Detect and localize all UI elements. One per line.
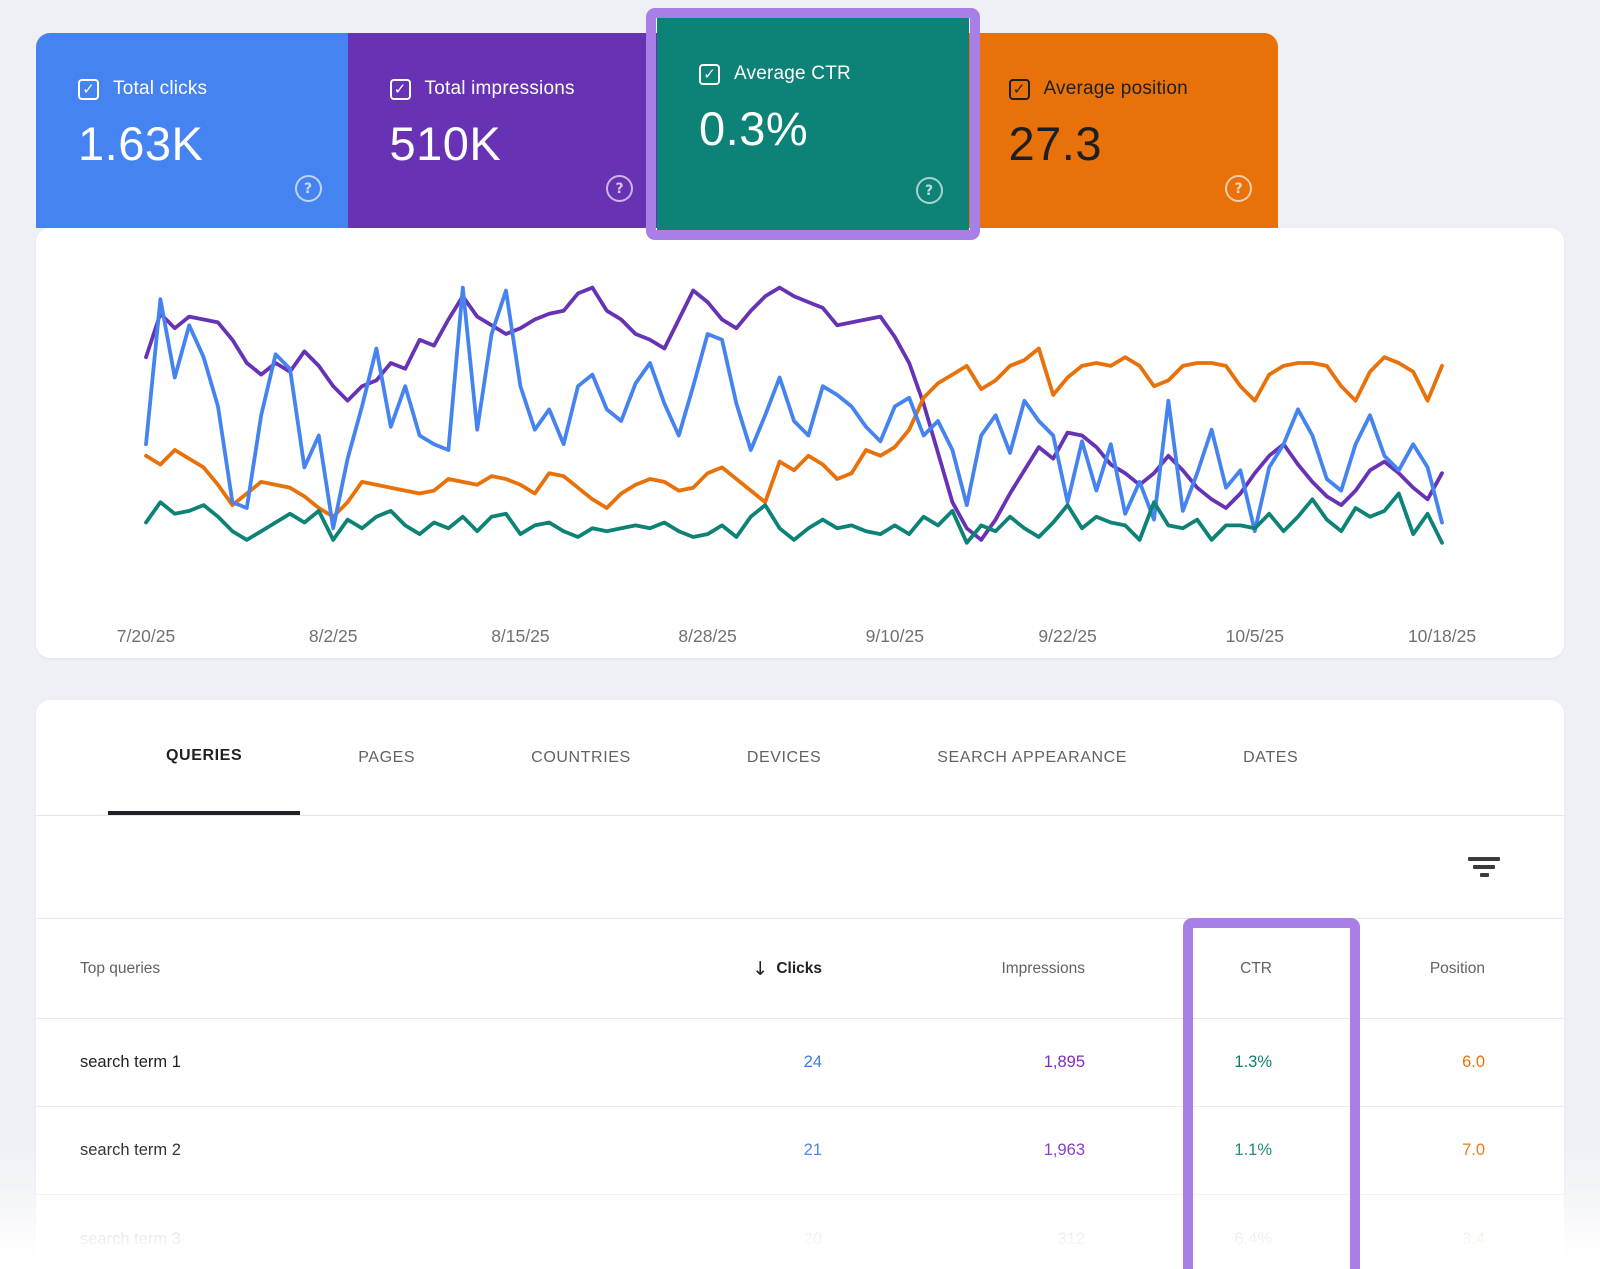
check-mark-icon: ✓ (703, 64, 716, 83)
metric-card-header: ✓ Total clicks (78, 78, 348, 100)
sort-desc-arrow-icon: ↓ (752, 957, 769, 980)
table-toolbar (36, 816, 1564, 918)
checkbox-checked-icon[interactable]: ✓ (699, 63, 720, 85)
help-icon[interactable]: ? (606, 175, 633, 202)
metric-card-header: ✓ Average CTR (699, 63, 969, 85)
check-mark-icon: ✓ (393, 79, 407, 98)
column-header-impressions[interactable]: Impressions (1001, 959, 1085, 977)
clicks-cell: 20 (803, 1229, 822, 1248)
column-header-ctr[interactable]: CTR (1240, 959, 1272, 977)
metric-cards-row: ✓ Total clicks 1.63K ? ✓ Total impressio… (36, 18, 1279, 230)
impressions-cell: 312 (1057, 1229, 1085, 1248)
column-header-clicks[interactable]: ↓ Clicks (632, 958, 822, 980)
metric-card-header: ✓ Average position (1008, 78, 1279, 100)
tab-countries[interactable]: COUNTRIES (531, 748, 631, 766)
query-cell: search term 1 (80, 1053, 181, 1071)
check-mark-icon: ✓ (82, 79, 95, 98)
checkbox-checked-icon[interactable]: ✓ (78, 78, 99, 100)
help-icon[interactable]: ? (1225, 175, 1252, 202)
x-axis-tick-label: 9/10/25 (865, 626, 924, 646)
position-cell: 3.4 (1462, 1229, 1485, 1248)
report-table-panel: QUERIES PAGES COUNTRIES DEVICES SEARCH A… (36, 700, 1564, 1269)
filter-bar (1468, 857, 1500, 861)
metric-card-header: ✓ Total impressions (389, 78, 660, 100)
x-axis-tick-label: 10/18/25 (1407, 626, 1477, 646)
checkbox-checked-icon[interactable]: ✓ (1008, 78, 1030, 100)
x-axis-tick-label: 7/20/25 (116, 626, 176, 646)
table-row[interactable]: search term 3 20 312 6.4% 3.4 (36, 1195, 1564, 1269)
query-cell: search term 2 (80, 1141, 181, 1159)
report-tabs: QUERIES PAGES COUNTRIES DEVICES SEARCH A… (36, 700, 1564, 816)
checkbox-checked-icon[interactable]: ✓ (389, 78, 411, 100)
chart-line-total-impressions (144, 285, 1444, 542)
metric-card-label: Total impressions (424, 78, 575, 99)
tab-devices[interactable]: DEVICES (746, 748, 822, 766)
chart-panel: 7/20/25 8/2/25 8/15/25 8/28/25 9/10/25 9/22/2… (36, 228, 1564, 658)
column-header-position[interactable]: Position (1429, 959, 1485, 977)
metric-card-value: 510K (389, 117, 502, 170)
table-row[interactable]: search term 2 21 1,963 1.1% 7.0 (36, 1107, 1564, 1195)
metric-card-label: Average position (1043, 78, 1188, 99)
x-axis-tick-label: 8/15/25 (491, 626, 550, 646)
tab-pages[interactable]: PAGES (358, 748, 416, 766)
ctr-cell: 1.3% (1234, 1053, 1272, 1071)
x-axis-tick-label: 9/22/25 (1038, 626, 1097, 646)
queries-table: Top queries ↓ Clicks Impressions CTR Pos… (36, 918, 1564, 1269)
chart-canvas (144, 285, 1444, 545)
chart-line-total-clicks (144, 285, 1444, 534)
position-cell: 6.0 (1462, 1053, 1485, 1071)
column-header-clicks-label: Clicks (776, 959, 822, 977)
metric-card-average-ctr[interactable]: ✓ Average CTR 0.3% ? (657, 18, 969, 230)
filter-bar (1473, 865, 1495, 869)
column-header-top-queries[interactable]: Top queries (80, 959, 161, 977)
metric-card-value: 0.3% (699, 102, 809, 155)
chart-line-average-position (144, 346, 1444, 519)
x-axis-tick-label: 8/28/25 (678, 626, 737, 646)
metric-card-average-position[interactable]: ✓ Average position 27.3 ? (966, 33, 1279, 228)
position-cell: 7.0 (1462, 1141, 1485, 1159)
filter-bar (1479, 873, 1489, 877)
chart-x-axis: 7/20/25 8/2/25 8/15/25 8/28/25 9/10/25 9/22/2… (117, 626, 1476, 652)
metric-card-total-impressions[interactable]: ✓ Total impressions 510K ? (347, 33, 660, 228)
help-icon[interactable]: ? (915, 177, 943, 204)
metric-card-value: 27.3 (1008, 117, 1102, 170)
filter-icon[interactable] (1466, 850, 1502, 884)
metric-card-value: 1.63K (78, 117, 204, 170)
x-axis-tick-label: 8/2/25 (308, 626, 358, 646)
tab-queries[interactable]: QUERIES (108, 700, 301, 815)
ctr-cell: 6.4% (1234, 1229, 1272, 1248)
query-cell: search term 3 (80, 1229, 181, 1248)
clicks-cell: 24 (803, 1053, 822, 1071)
table-header-row: Top queries ↓ Clicks Impressions CTR Pos… (36, 918, 1564, 1019)
clicks-cell: 21 (803, 1141, 822, 1159)
tab-dates[interactable]: DATES (1243, 748, 1299, 766)
impressions-cell: 1,895 (1043, 1053, 1085, 1071)
ctr-cell: 1.1% (1234, 1141, 1272, 1159)
x-axis-tick-label: 10/5/25 (1225, 626, 1284, 646)
table-row[interactable]: search term 1 24 1,895 1.3% 6.0 (36, 1019, 1564, 1107)
impressions-cell: 1,963 (1043, 1141, 1085, 1159)
performance-line-chart[interactable] (140, 268, 1448, 578)
chart-line-average-ctr (144, 491, 1444, 545)
check-mark-icon: ✓ (1012, 79, 1026, 98)
tab-search-appearance[interactable]: SEARCH APPEARANCE (937, 748, 1128, 766)
metric-card-total-clicks[interactable]: ✓ Total clicks 1.63K ? (36, 33, 348, 228)
help-icon[interactable]: ? (294, 175, 322, 202)
metric-card-label: Total clicks (113, 78, 208, 99)
metric-card-label: Average CTR (734, 63, 851, 84)
